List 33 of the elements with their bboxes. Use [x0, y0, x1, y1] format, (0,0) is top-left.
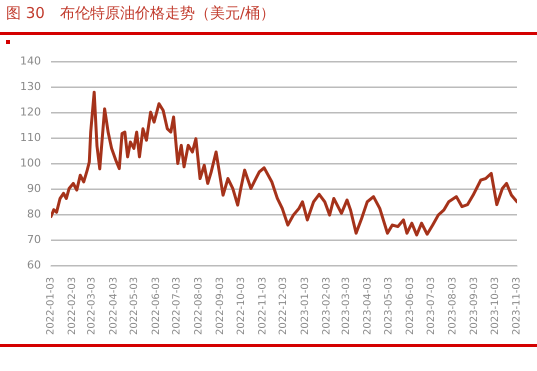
x-tick-label: 2022-01-03: [46, 276, 57, 336]
x-tick-label: 2023-11-03: [512, 276, 523, 336]
x-tick-label: 2022-09-03: [214, 276, 226, 336]
x-tick-label: 2022-12-03: [278, 276, 290, 336]
x-tick-label: 2022-08-03: [193, 276, 204, 336]
x-tick-label: 2023-10-03: [490, 276, 501, 336]
x-tick-label: 2022-02-03: [67, 276, 78, 336]
y-tick-label: 70: [26, 233, 41, 246]
x-tick-label: 2023-02-03: [321, 276, 332, 336]
x-tick-label: 2022-03-03: [86, 276, 98, 336]
x-tick-label: 2022-06-03: [150, 276, 162, 336]
x-tick-label: 2023-05-03: [383, 276, 394, 336]
x-tick-label: 2022-11-03: [257, 276, 268, 336]
x-tick-label: 2023-07-03: [426, 276, 437, 336]
y-tick-label: 120: [20, 106, 41, 119]
chart-title: 图 30 布伦特原油价格走势（美元/桶）: [6, 4, 275, 23]
x-tick-label: 2022-05-03: [129, 276, 140, 336]
x-tick-label: 2023-06-03: [405, 276, 416, 336]
x-tick-label: 2022-10-03: [236, 276, 247, 336]
x-tick-label: 2023-08-03: [448, 276, 459, 336]
y-tick-label: 60: [26, 258, 41, 272]
y-tick-label: 140: [20, 54, 41, 68]
x-tick-label: 2022-04-03: [108, 276, 120, 336]
y-tick-label: 100: [20, 156, 41, 170]
x-tick-label: 2023-04-03: [362, 276, 374, 336]
y-tick-label: 80: [26, 208, 41, 221]
y-tick-label: 90: [26, 182, 41, 196]
x-tick-label: 2023-09-03: [469, 276, 480, 336]
x-tick-label: 2022-07-03: [172, 276, 183, 336]
x-tick-label: 2023-03-03: [340, 276, 352, 336]
y-tick-label: 110: [20, 131, 41, 144]
x-tick-label: 2023-01-03: [300, 276, 311, 336]
y-tick-label: 130: [20, 80, 41, 93]
